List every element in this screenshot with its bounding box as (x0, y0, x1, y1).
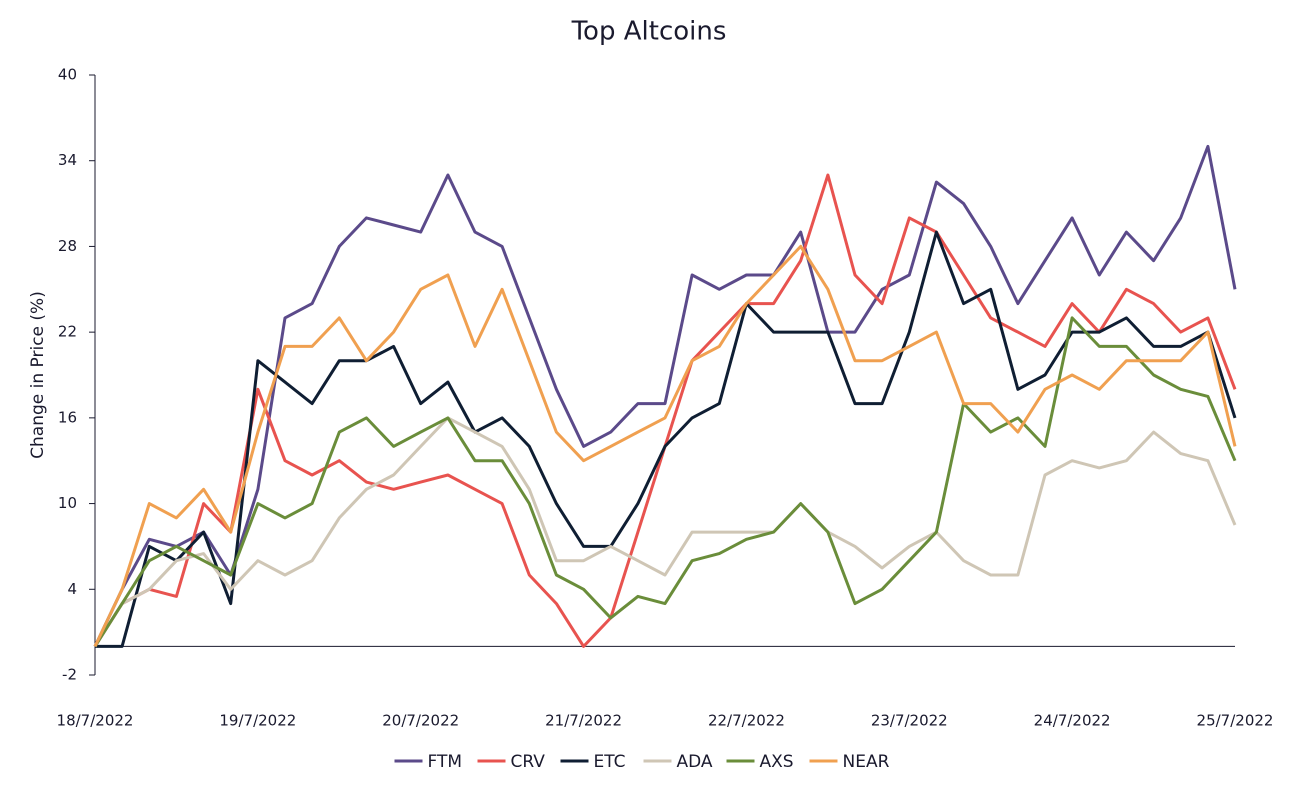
line-series (93, 144, 1237, 648)
line-series (93, 316, 1237, 648)
chart-title: Top Altcoins (571, 17, 727, 47)
y-tick-label: 22 (58, 323, 77, 341)
legend-label: AXS (760, 752, 794, 772)
y-axis-label: Change in Price (%) (28, 291, 48, 459)
y-tick-label: 16 (58, 408, 77, 426)
x-tick-label: 19/7/2022 (219, 712, 296, 730)
x-tick-label: 23/7/2022 (871, 712, 948, 730)
line-series (93, 416, 1237, 648)
legend-label: FTM (428, 752, 463, 772)
y-tick-label: 4 (67, 580, 77, 598)
x-tick-label: 24/7/2022 (1034, 712, 1111, 730)
x-tick-label: 21/7/2022 (545, 712, 622, 730)
y-tick-label: 40 (58, 66, 77, 84)
legend-label: NEAR (843, 752, 890, 772)
y-tick-label: 28 (58, 237, 77, 255)
legend-label: ADA (677, 752, 713, 772)
legend-label: CRV (511, 752, 546, 772)
x-tick-label: 25/7/2022 (1197, 712, 1274, 730)
y-tick-label: 10 (58, 494, 77, 512)
x-tick-label: 20/7/2022 (382, 712, 459, 730)
y-tick-label: 34 (58, 151, 77, 169)
line-series (93, 244, 1237, 648)
legend-label: ETC (594, 752, 626, 772)
x-tick-label: 18/7/2022 (57, 712, 134, 730)
y-tick-label: -2 (62, 666, 77, 684)
x-tick-label: 22/7/2022 (708, 712, 785, 730)
line-series (95, 230, 1237, 648)
